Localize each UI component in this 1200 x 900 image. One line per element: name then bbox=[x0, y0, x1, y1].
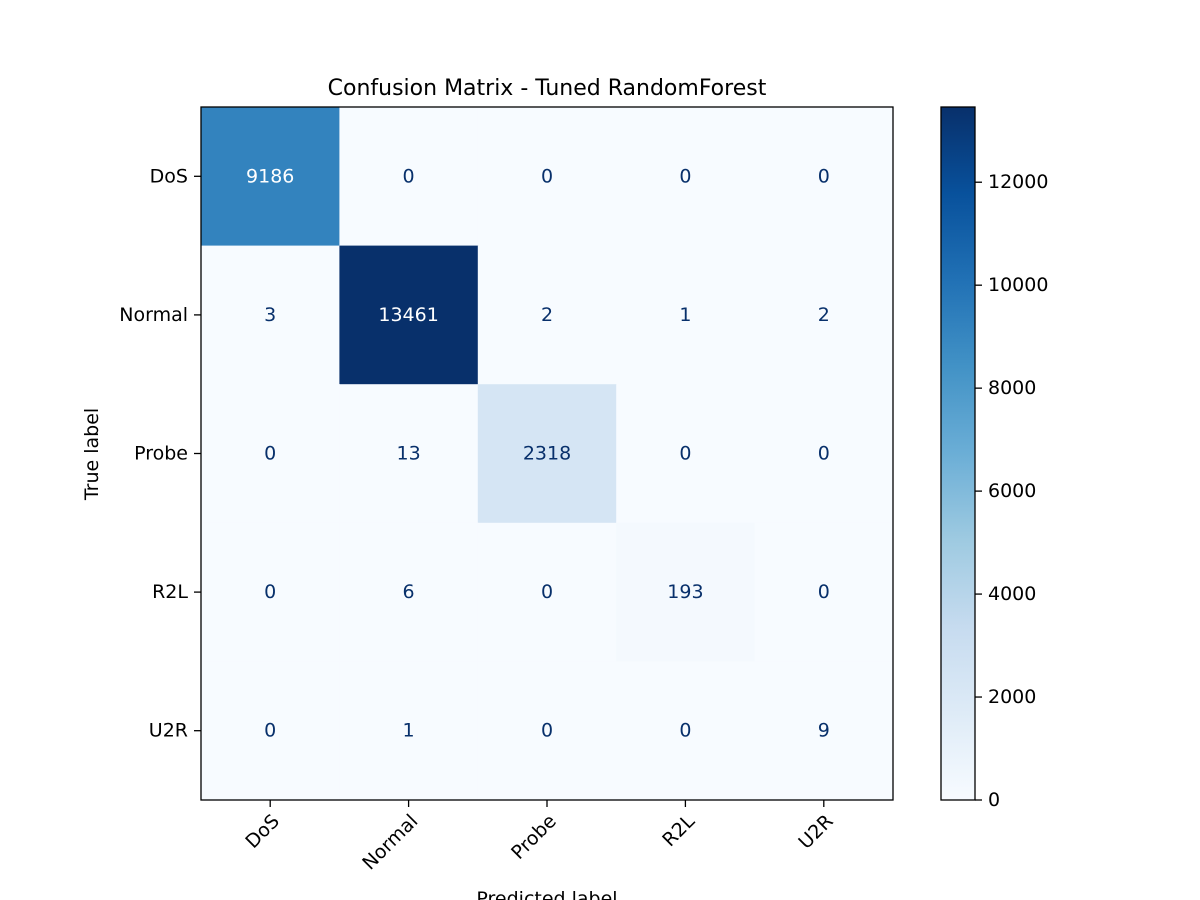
cell-value: 0 bbox=[818, 581, 830, 603]
heatmap-cell bbox=[616, 384, 756, 524]
cell-value: 0 bbox=[679, 443, 691, 465]
heatmap-cell bbox=[616, 661, 756, 801]
cell-value: 0 bbox=[264, 443, 276, 465]
heatmap-cell bbox=[201, 384, 340, 524]
cell-value: 2318 bbox=[523, 443, 571, 465]
x-tick-label: Normal bbox=[358, 810, 422, 874]
x-tick-label: U2R bbox=[794, 810, 837, 853]
heatmap-cell bbox=[201, 522, 340, 662]
heatmap-cell bbox=[477, 384, 617, 524]
cell-value: 0 bbox=[679, 720, 691, 742]
colorbar-tick-label: 12000 bbox=[988, 171, 1048, 193]
cell-value: 0 bbox=[541, 581, 553, 603]
cell-value: 193 bbox=[667, 581, 703, 603]
x-tick-label: R2L bbox=[658, 810, 699, 851]
heatmap-cell bbox=[201, 107, 340, 247]
colorbar-tick-label: 8000 bbox=[988, 377, 1036, 399]
cell-value: 13461 bbox=[378, 304, 438, 326]
cell-value: 13 bbox=[397, 443, 421, 465]
y-tick-label: Probe bbox=[134, 443, 188, 465]
y-tick-label: U2R bbox=[149, 720, 188, 742]
colorbar-tick-label: 2000 bbox=[988, 686, 1036, 708]
heatmap-cell bbox=[339, 245, 479, 385]
cell-value: 0 bbox=[818, 443, 830, 465]
x-tick-label: Probe bbox=[507, 810, 561, 864]
colorbar-tick-label: 0 bbox=[988, 789, 1000, 811]
y-tick-label: R2L bbox=[152, 581, 188, 603]
cell-value: 0 bbox=[541, 720, 553, 742]
heatmap-cell bbox=[477, 522, 617, 662]
colorbar bbox=[940, 106, 976, 801]
heatmap-cell bbox=[616, 107, 756, 247]
x-tick-label: DoS bbox=[241, 810, 284, 853]
x-axis-ticks: DoS Normal Probe R2L U2R bbox=[241, 800, 838, 874]
chart-title: Confusion Matrix - Tuned RandomForest bbox=[328, 76, 767, 101]
heatmap-cell bbox=[339, 661, 479, 801]
cell-value: 0 bbox=[818, 165, 830, 187]
heatmap-cell bbox=[616, 245, 756, 385]
colorbar-tick-label: 4000 bbox=[988, 583, 1036, 605]
cell-value: 2 bbox=[541, 304, 553, 326]
colorbar-tick-label: 10000 bbox=[988, 274, 1048, 296]
cell-value: 2 bbox=[818, 304, 830, 326]
cell-value: 0 bbox=[403, 165, 415, 187]
heatmap-cell bbox=[339, 107, 479, 247]
heatmap-cell bbox=[477, 661, 617, 801]
heatmap-cell bbox=[339, 384, 479, 524]
colorbar-tick-label: 6000 bbox=[988, 480, 1036, 502]
heatmap-cell-values: 9186 0 0 0 0 3 13461 2 1 2 0 13 2318 0 0 0 6 0 193 0 0 1 0 0 9 bbox=[246, 165, 830, 741]
cell-value: 1 bbox=[679, 304, 691, 326]
cell-value: 0 bbox=[679, 165, 691, 187]
colorbar-ticks: 0 2000 4000 6000 8000 10000 12000 bbox=[975, 171, 1048, 811]
heatmap-cell bbox=[754, 522, 894, 662]
cell-value: 0 bbox=[541, 165, 553, 187]
heatmap-cell bbox=[201, 661, 340, 801]
x-axis-label: Predicted label bbox=[476, 888, 617, 900]
heatmap-cell bbox=[477, 107, 617, 247]
y-tick-label: Normal bbox=[119, 304, 188, 326]
heatmap-cell bbox=[616, 522, 756, 662]
cell-value: 0 bbox=[264, 720, 276, 742]
cell-value: 0 bbox=[264, 581, 276, 603]
cell-value: 3 bbox=[264, 304, 276, 326]
y-tick-label: DoS bbox=[150, 165, 188, 187]
heatmap-cell bbox=[754, 245, 894, 385]
heatmap-cell bbox=[754, 384, 894, 524]
cell-value: 1 bbox=[403, 720, 415, 742]
heatmap-cell bbox=[754, 107, 894, 247]
y-axis-label: True label bbox=[81, 408, 103, 501]
heatmap-cell bbox=[477, 245, 617, 385]
y-axis-ticks: DoS Normal Probe R2L U2R bbox=[119, 165, 201, 742]
cell-value: 6 bbox=[403, 581, 415, 603]
heatmap-cell bbox=[754, 661, 894, 801]
heatmap-cell bbox=[339, 522, 479, 662]
cell-value: 9186 bbox=[246, 165, 294, 187]
cell-value: 9 bbox=[818, 720, 830, 742]
heatmap-cell bbox=[201, 245, 340, 385]
heatmap-cells bbox=[201, 107, 894, 801]
